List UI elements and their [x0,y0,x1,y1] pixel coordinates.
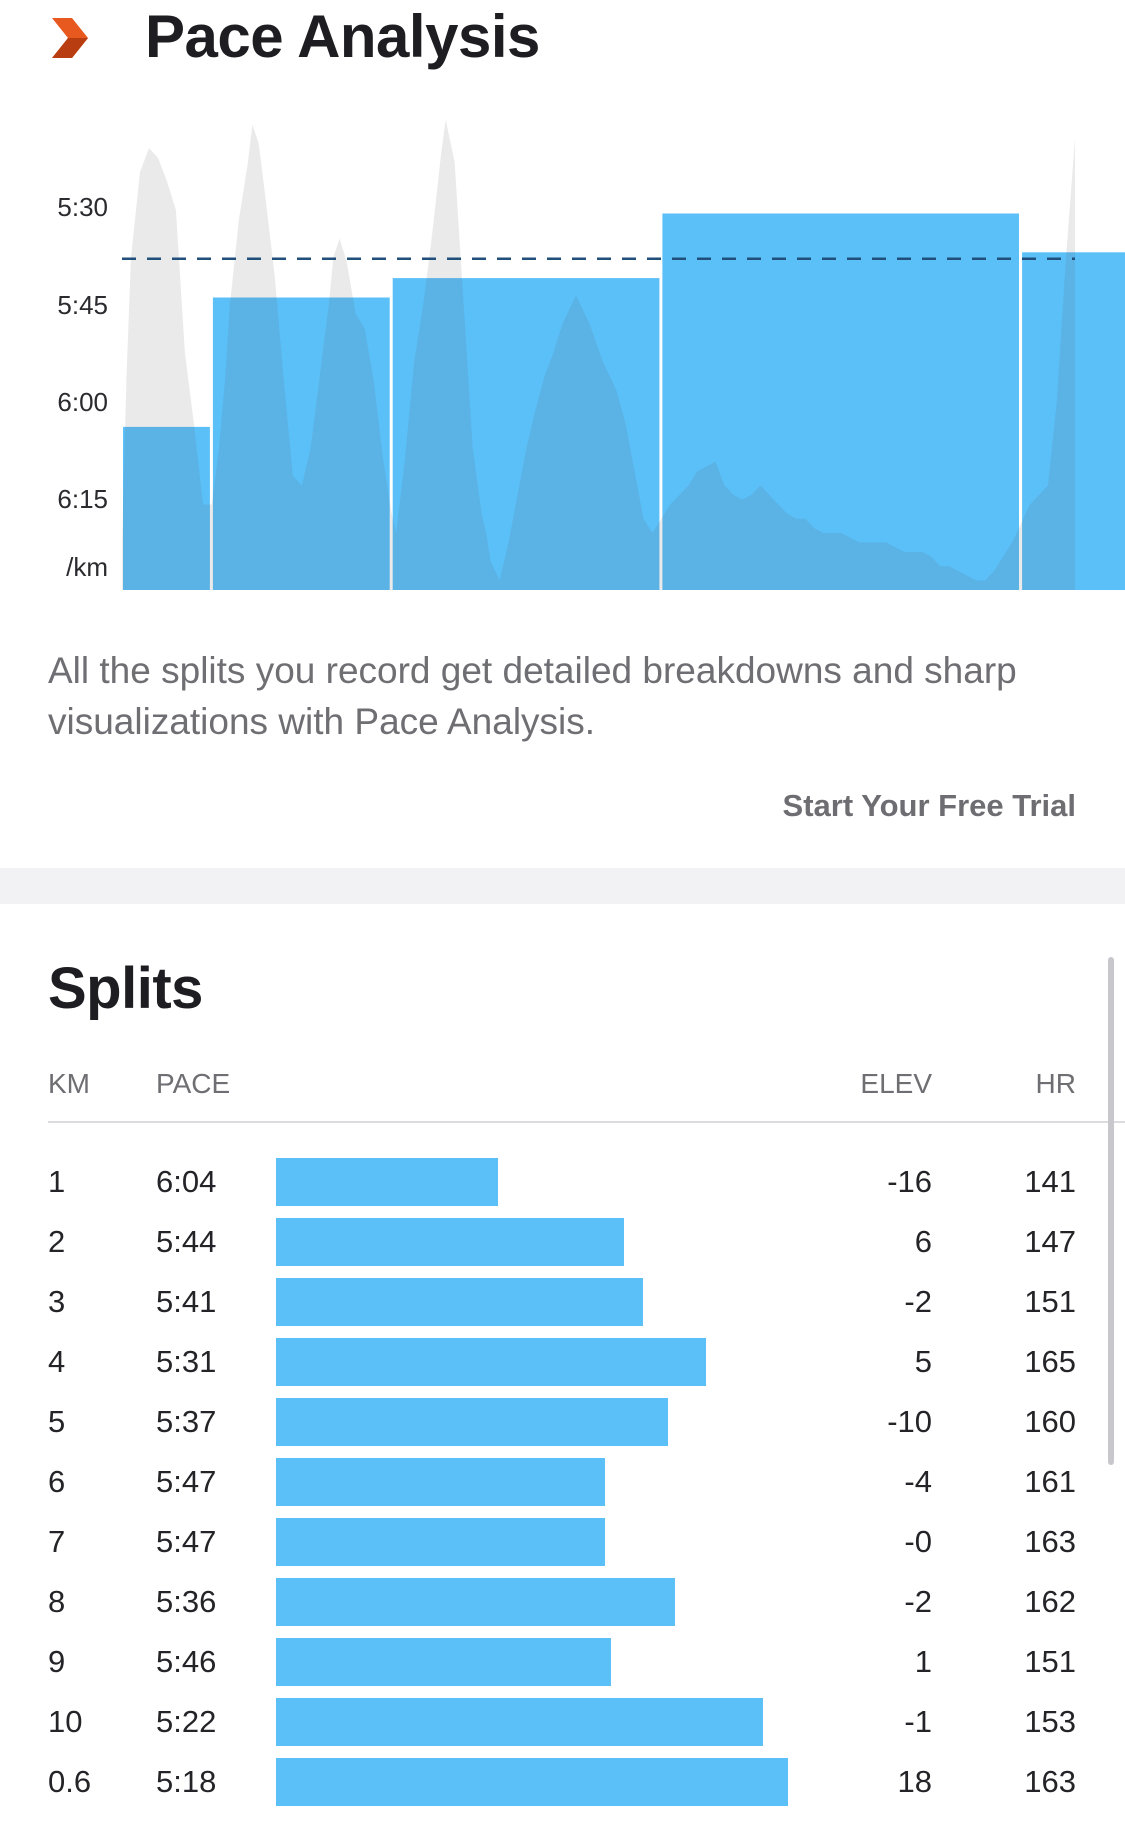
split-pace-bar [276,1578,675,1626]
split-elev: 1 [914,1644,932,1679]
split-pace-bar [276,1698,763,1746]
split-elev: -10 [887,1404,932,1439]
split-elev: -0 [904,1524,932,1559]
section-divider [0,868,1125,904]
split-pace-bar [276,1158,498,1206]
split-pace: 5:47 [156,1464,217,1499]
splits-table: 1 6:04 -16 141 2 5:44 6 147 3 5:41 -2 151 4 5:31 5 1… [0,1158,1125,1818]
split-pace: 5:36 [156,1584,217,1619]
y-tick-label: 6:15 [57,484,108,514]
split-pace-bar [276,1218,624,1266]
split-row: 6 5:47 -4 161 [0,1458,1125,1518]
column-header-elev: ELEV [860,1068,932,1099]
split-hr: 163 [1024,1764,1076,1799]
pace-bar [662,213,1019,590]
split-pace: 5:31 [156,1344,217,1379]
split-km: 5 [48,1404,66,1439]
premium-chevron-icon [52,18,88,58]
split-pace: 5:47 [156,1524,217,1559]
split-pace-bar [276,1518,605,1566]
y-unit-label: /km [66,552,108,582]
split-pace-bar [276,1338,706,1386]
split-hr: 147 [1024,1224,1076,1259]
pace-bar [1022,252,1125,591]
split-hr: 161 [1024,1464,1076,1499]
pace-bar [392,278,660,590]
split-pace-bar [276,1638,611,1686]
pace-analysis-chart [122,119,1125,591]
split-km: 10 [48,1704,83,1739]
split-hr: 165 [1024,1344,1076,1379]
split-elev: 6 [914,1224,932,1259]
split-row: 5 5:37 -10 160 [0,1398,1125,1458]
column-header-pace: PACE [156,1068,231,1099]
split-row: 4 5:31 5 165 [0,1338,1125,1398]
pace-bars [123,213,1125,591]
y-tick-label: 5:45 [57,290,108,320]
split-km: 1 [48,1164,66,1199]
split-pace: 5:37 [156,1404,217,1439]
split-pace: 5:46 [156,1644,217,1679]
column-header-km: KM [48,1068,90,1099]
start-free-trial-link[interactable]: Start Your Free Trial [782,788,1076,823]
split-pace-bar [276,1278,643,1326]
split-pace: 5:44 [156,1224,217,1259]
split-row: 9 5:46 1 151 [0,1638,1125,1698]
split-km: 6 [48,1464,66,1499]
scrollbar[interactable] [1108,957,1114,1465]
split-pace: 6:04 [156,1164,217,1199]
split-pace-bar [276,1458,605,1506]
split-row: 7 5:47 -0 163 [0,1518,1125,1578]
header-divider [48,1121,1125,1123]
split-hr: 153 [1024,1704,1076,1739]
split-km: 2 [48,1224,66,1259]
pace-bar [123,426,210,590]
split-pace-bar [276,1398,668,1446]
split-elev: -2 [904,1584,932,1619]
split-pace: 5:18 [156,1764,217,1799]
split-row: 1 6:04 -16 141 [0,1158,1125,1218]
split-pace: 5:22 [156,1704,217,1739]
split-row: 8 5:36 -2 162 [0,1578,1125,1638]
split-row: 2 5:44 6 147 [0,1218,1125,1278]
split-hr: 151 [1024,1284,1076,1319]
elevation-area [122,119,1075,591]
column-header-hr: HR [1035,1068,1076,1099]
splits-title: Splits [48,956,203,1021]
split-hr: 160 [1024,1404,1076,1439]
pace-analysis-description: All the splits you record get detailed b… [48,650,1017,742]
y-tick-label: 5:30 [57,192,108,222]
split-hr: 151 [1024,1644,1076,1679]
split-km: 0.6 [48,1764,92,1799]
split-pace-bar [276,1758,788,1806]
split-km: 7 [48,1524,66,1559]
pace-bar [212,297,390,590]
split-row: 3 5:41 -2 151 [0,1278,1125,1338]
pace-analysis-title: Pace Analysis [145,3,540,70]
split-km: 9 [48,1644,66,1679]
split-elev: -1 [904,1704,932,1739]
split-km: 8 [48,1584,66,1619]
split-hr: 163 [1024,1524,1076,1559]
split-km: 3 [48,1284,66,1319]
split-elev: -4 [904,1464,932,1499]
split-elev: -2 [904,1284,932,1319]
split-row: 0.6 5:18 18 163 [0,1758,1125,1818]
split-elev: 18 [897,1764,932,1799]
split-hr: 141 [1024,1164,1076,1199]
split-pace: 5:41 [156,1284,217,1319]
split-km: 4 [48,1344,66,1379]
split-row: 10 5:22 -1 153 [0,1698,1125,1758]
split-hr: 162 [1024,1584,1076,1619]
split-elev: 5 [914,1344,932,1379]
split-elev: -16 [887,1164,932,1199]
y-tick-label: 6:00 [57,387,108,417]
